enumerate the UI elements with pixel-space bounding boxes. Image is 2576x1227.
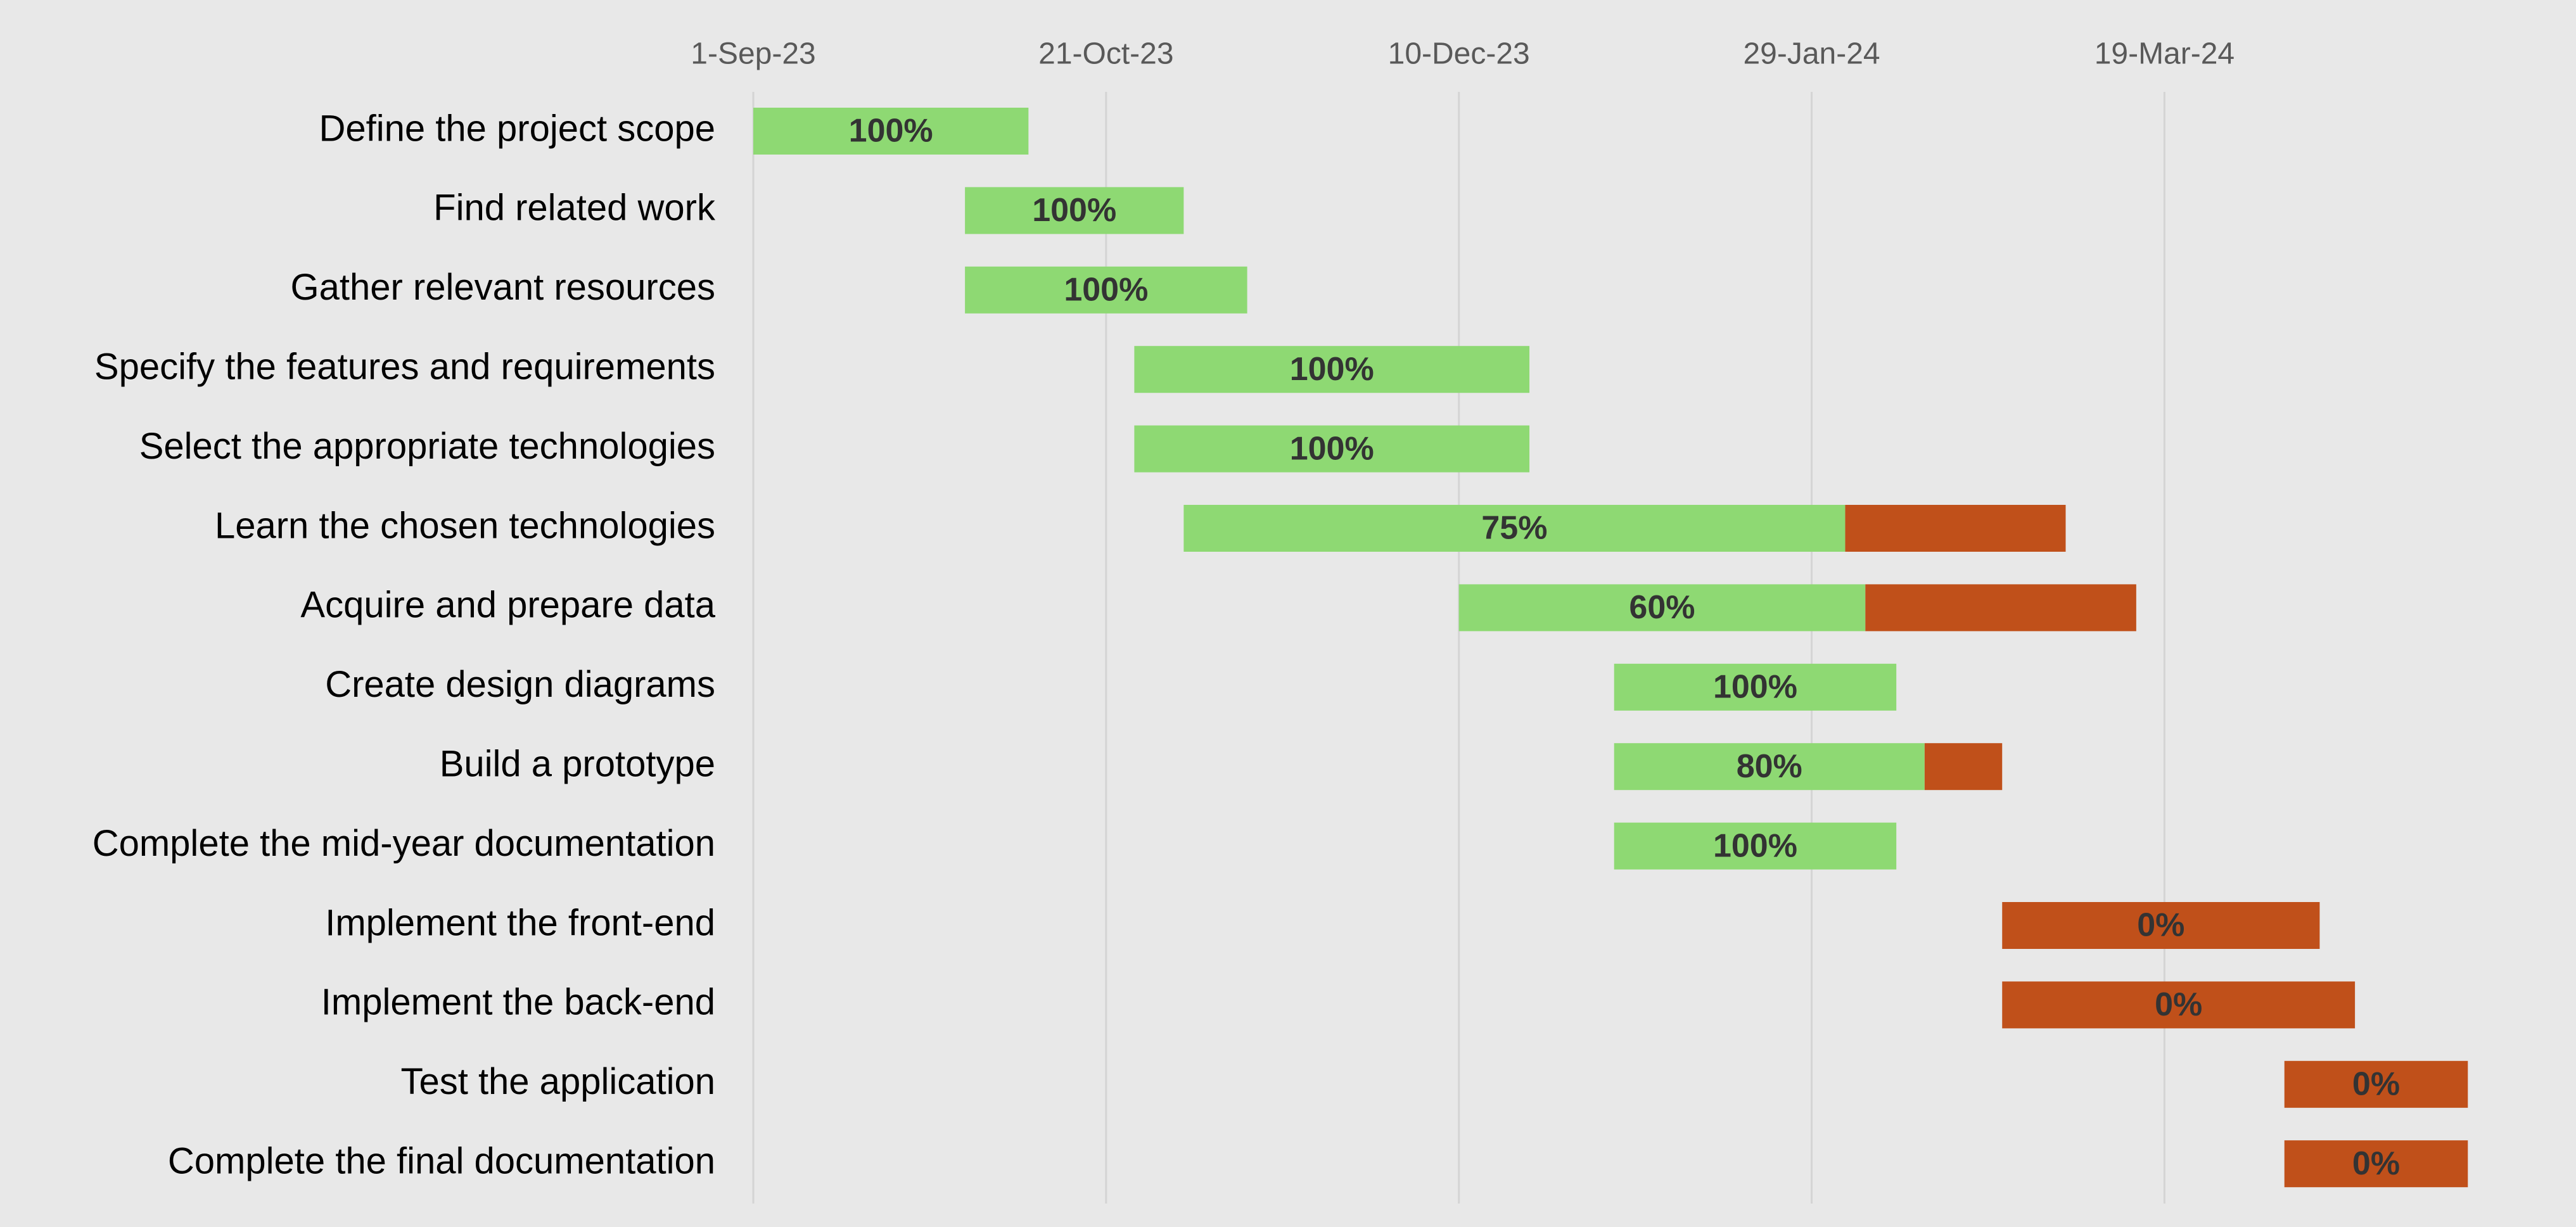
- percent-label: 100%: [1290, 351, 1374, 388]
- percent-label: 0%: [2137, 907, 2184, 944]
- x-tick-label: 21-Oct-23: [1038, 37, 1173, 71]
- bar-remaining: [2002, 902, 2320, 949]
- task-row: 100%: [965, 187, 1184, 234]
- task-name-label: Build a prototype: [440, 744, 715, 785]
- task-name-label: Implement the back-end: [321, 982, 715, 1023]
- percent-label: 60%: [1629, 589, 1695, 626]
- bar-complete: [1134, 425, 1530, 473]
- bar-complete: [1134, 346, 1530, 393]
- task-name-label: Create design diagrams: [325, 664, 715, 705]
- task-name-label: Define the project scope: [319, 108, 715, 149]
- task-row: 60%: [1458, 584, 2136, 632]
- percent-label: 100%: [849, 113, 933, 149]
- bar-remaining: [1845, 505, 2066, 552]
- task-labels: Define the project scope Find related wor…: [92, 108, 716, 1181]
- bar-complete: [1183, 505, 1846, 552]
- task-name-label: Specify the features and requirements: [94, 346, 715, 388]
- bar-complete: [1458, 584, 1866, 632]
- percent-label: 100%: [1713, 669, 1797, 706]
- task-row: 100%: [1134, 346, 1530, 393]
- task-row: 80%: [1614, 743, 2003, 791]
- task-name-label: Complete the mid-year documentation: [92, 823, 715, 864]
- bar-remaining: [1865, 584, 2136, 632]
- task-name-label: Learn the chosen technologies: [215, 505, 715, 546]
- percent-label: 100%: [1032, 192, 1116, 229]
- x-tick-label: 19-Mar-24: [2095, 37, 2235, 71]
- task-row: 100%: [753, 108, 1029, 155]
- percent-label: 100%: [1064, 272, 1148, 308]
- percent-label: 0%: [2155, 986, 2202, 1023]
- x-tick-label: 29-Jan-24: [1743, 37, 1880, 71]
- x-tick-label: 1-Sep-23: [691, 37, 815, 71]
- bar-remaining: [2284, 1060, 2468, 1108]
- bar-complete: [1614, 822, 1897, 870]
- task-name-label: Complete the final documentation: [168, 1141, 715, 1182]
- bar-remaining: [2002, 981, 2356, 1029]
- task-row: 0%: [2284, 1060, 2468, 1108]
- percent-label: 75%: [1481, 510, 1547, 547]
- task-row: 100%: [1614, 822, 1897, 870]
- bar-complete: [965, 266, 1247, 314]
- task-row: 100%: [965, 266, 1247, 314]
- x-axis: 1-Sep-23 21-Oct-23 10-Dec-23 29-Jan-24 19-Ma…: [691, 37, 2235, 71]
- percent-label: 80%: [1737, 748, 1802, 785]
- bar-complete: [753, 108, 1029, 155]
- task-row: 0%: [2002, 981, 2356, 1029]
- task-name-label: Find related work: [433, 188, 716, 229]
- task-name-label: Implement the front-end: [325, 902, 715, 943]
- task-row: 0%: [2002, 902, 2320, 949]
- task-row: 0%: [2284, 1140, 2468, 1188]
- percent-label: 0%: [2352, 1145, 2400, 1182]
- x-tick-label: 10-Dec-23: [1388, 37, 1530, 71]
- bar-complete: [1614, 743, 1925, 791]
- task-row: 75%: [1183, 505, 2066, 552]
- task-bars: 100% 100% 100% 100% 100% 75% 60% 100% 80% 100% 0% 0…: [753, 108, 2468, 1188]
- task-name-label: Select the appropriate technologies: [139, 426, 715, 467]
- task-row: 100%: [1134, 425, 1530, 473]
- percent-label: 100%: [1290, 430, 1374, 467]
- percent-label: 0%: [2352, 1066, 2400, 1103]
- percent-label: 100%: [1713, 827, 1797, 864]
- bar-complete: [965, 187, 1184, 234]
- bar-complete: [1614, 663, 1897, 711]
- bar-remaining: [2284, 1140, 2468, 1188]
- task-name-label: Acquire and prepare data: [300, 585, 715, 626]
- bar-remaining: [1924, 743, 2003, 791]
- task-row: 100%: [1614, 663, 1897, 711]
- task-name-label: Gather relevant resources: [290, 267, 715, 308]
- task-name-label: Test the application: [400, 1061, 715, 1102]
